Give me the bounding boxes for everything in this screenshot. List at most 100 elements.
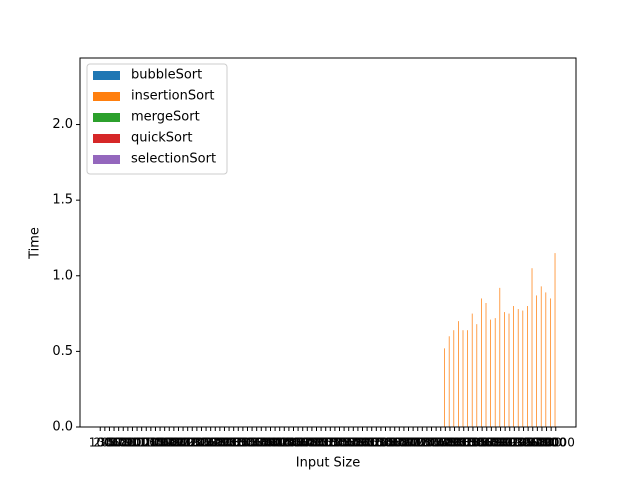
x-tick-label: 8000 xyxy=(448,436,479,450)
x-tick-label: 9200 xyxy=(504,436,535,450)
bar xyxy=(508,313,510,427)
x-tick-label: 100 xyxy=(89,436,112,450)
x-tick-label: 9000 xyxy=(494,436,525,450)
x-tick-label: 2100 xyxy=(177,436,208,450)
x-tick-label: 3600 xyxy=(246,436,277,450)
x-tick-label: 5300 xyxy=(324,436,355,450)
x-tick-label: 7100 xyxy=(407,436,438,450)
legend-label: quickSort xyxy=(131,131,192,146)
bar xyxy=(540,286,542,427)
x-tick-label: 1200 xyxy=(136,436,167,450)
x-tick-label: 4900 xyxy=(306,436,337,450)
x-tick-label: 5600 xyxy=(338,436,369,450)
bar xyxy=(471,313,473,427)
x-tick-label: 5000 xyxy=(310,436,341,450)
x-tick-label: 200 xyxy=(93,436,116,450)
x-tick-label: 6600 xyxy=(384,436,415,450)
x-tick-label: 7600 xyxy=(430,436,461,450)
x-tick-label: 4400 xyxy=(283,436,314,450)
legend-swatch xyxy=(93,113,120,122)
bar xyxy=(499,287,501,427)
x-tick-label: 8100 xyxy=(453,436,484,450)
bar xyxy=(531,268,533,427)
x-tick-label: 800 xyxy=(121,436,144,450)
x-tick-label: 3500 xyxy=(241,436,272,450)
x-tick-label: 400 xyxy=(103,436,126,450)
x-tick-label: 1300 xyxy=(140,436,171,450)
bar xyxy=(554,253,556,427)
x-tick-label: 1700 xyxy=(159,436,190,450)
x-tick-label: 5100 xyxy=(315,436,346,450)
legend-label: mergeSort xyxy=(131,110,200,125)
x-tick-label: 1100 xyxy=(131,436,162,450)
x-tick-label: 5200 xyxy=(320,436,351,450)
x-tick-label: 9400 xyxy=(513,436,544,450)
bar xyxy=(444,348,445,427)
x-tick-label: 7900 xyxy=(444,436,475,450)
bar xyxy=(481,298,482,427)
x-tick-label: 7700 xyxy=(435,436,466,450)
x-tick-label: 5500 xyxy=(333,436,364,450)
x-tick-label: 6800 xyxy=(393,436,424,450)
x-tick-label: 6300 xyxy=(370,436,401,450)
x-tick-label: 1900 xyxy=(168,436,199,450)
x-tick-label: 5900 xyxy=(352,436,383,450)
x-tick-label: 2400 xyxy=(191,436,222,450)
x-tick-label: 2700 xyxy=(205,436,236,450)
x-tick-label: 2000 xyxy=(172,436,203,450)
x-tick-label: 1400 xyxy=(145,436,176,450)
x-tick-label: 8400 xyxy=(467,436,498,450)
x-tick-label: 700 xyxy=(116,436,139,450)
x-tick-label: 600 xyxy=(112,436,135,450)
x-tick-label: 9600 xyxy=(522,436,553,450)
bar xyxy=(550,298,551,427)
bar xyxy=(517,309,519,427)
legend-swatch xyxy=(93,155,120,164)
x-tick-label: 6900 xyxy=(398,436,429,450)
bar xyxy=(504,312,505,427)
x-tick-label: 4600 xyxy=(292,436,323,450)
x-tick-label: 900 xyxy=(126,436,149,450)
legend-label: selectionSort xyxy=(131,152,216,167)
bar xyxy=(545,292,547,427)
x-tick-label: 3800 xyxy=(255,436,286,450)
x-tick-label: 9300 xyxy=(508,436,539,450)
x-tick-label: 7500 xyxy=(425,436,456,450)
bar xyxy=(462,330,464,427)
legend-label: bubbleSort xyxy=(131,68,202,83)
x-tick-label: 6100 xyxy=(361,436,392,450)
x-tick-label: 6400 xyxy=(375,436,406,450)
x-tick-label: 9800 xyxy=(531,436,562,450)
legend-label: insertionSort xyxy=(131,89,215,104)
x-tick-label: 8500 xyxy=(471,436,502,450)
x-tick-label: 3400 xyxy=(237,436,268,450)
x-tick-label: 2800 xyxy=(209,436,240,450)
bar xyxy=(490,319,491,427)
bar xyxy=(467,330,468,427)
x-tick-label: 10000 xyxy=(537,436,575,450)
bar xyxy=(448,336,450,427)
x-tick-label: 1800 xyxy=(163,436,194,450)
x-tick-label: 3900 xyxy=(260,436,291,450)
x-tick-label: 300 xyxy=(98,436,121,450)
x-tick-label: 2200 xyxy=(182,436,213,450)
bar xyxy=(522,310,524,427)
x-tick-label: 8800 xyxy=(485,436,516,450)
x-tick-label: 8900 xyxy=(490,436,521,450)
x-tick-label: 8600 xyxy=(476,436,507,450)
axes-frame xyxy=(79,57,577,428)
y-tick-label: 2.0 xyxy=(52,117,73,132)
legend-box xyxy=(86,63,228,175)
x-tick-label: 7800 xyxy=(439,436,470,450)
x-tick-label: 9900 xyxy=(536,436,567,450)
bar xyxy=(527,306,528,427)
x-tick-label: 5800 xyxy=(347,436,378,450)
bar xyxy=(536,295,537,427)
x-tick-label: 9500 xyxy=(517,436,548,450)
x-tick-label: 3300 xyxy=(232,436,263,450)
x-tick-label: 5700 xyxy=(343,436,374,450)
y-axis-label: Time xyxy=(28,227,43,260)
x-tick-label: 2500 xyxy=(195,436,226,450)
x-tick-label: 3700 xyxy=(251,436,282,450)
